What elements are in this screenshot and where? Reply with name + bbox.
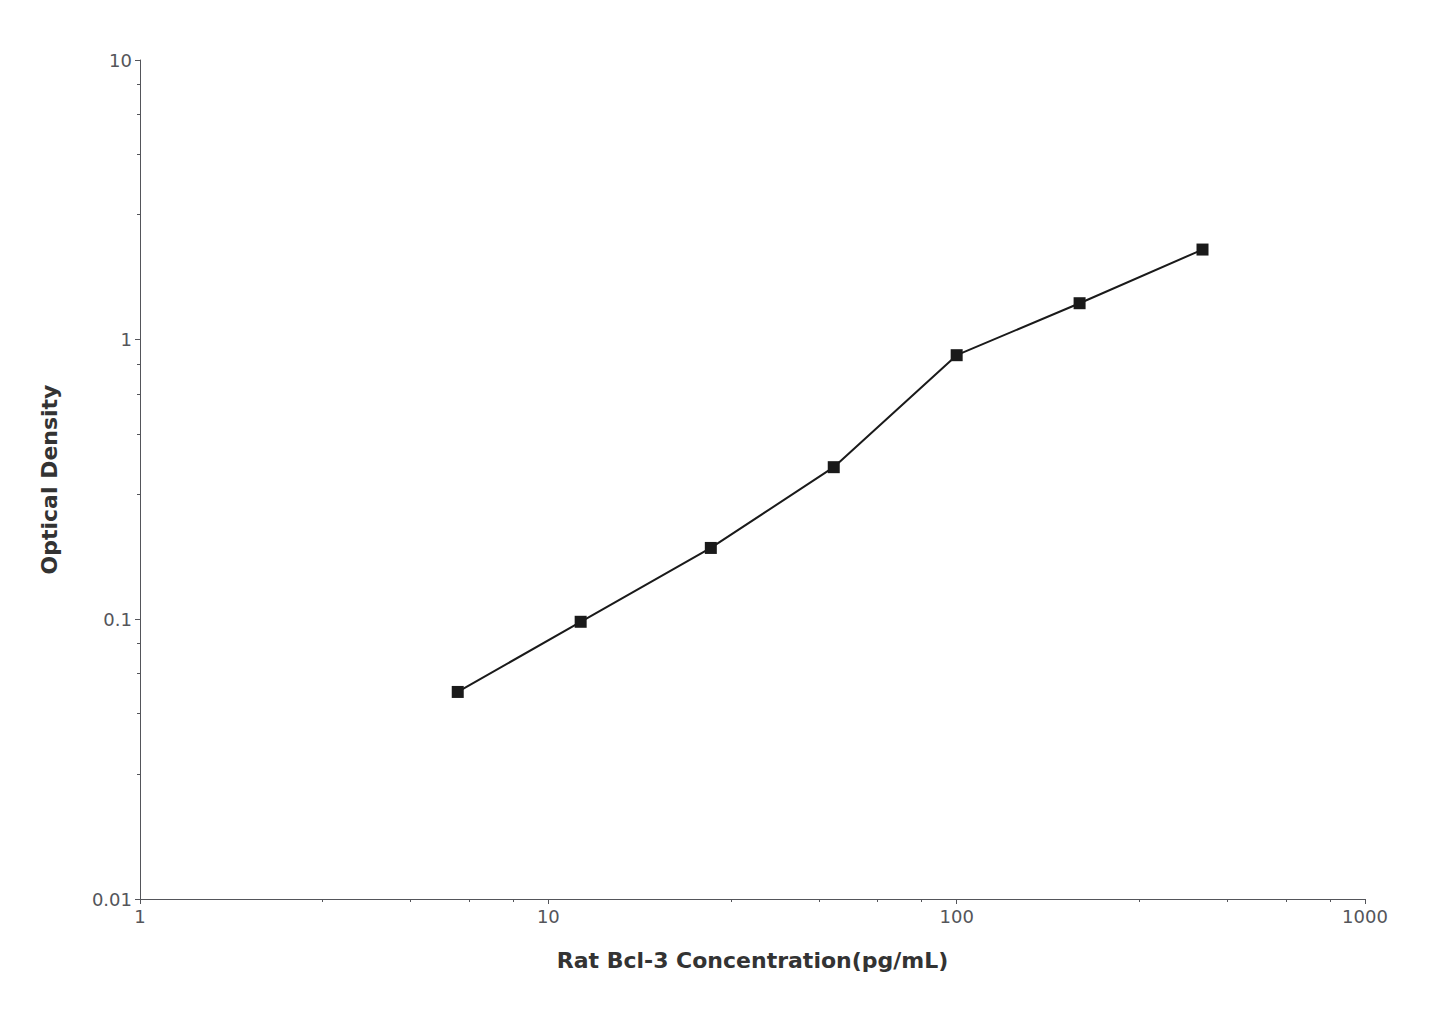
svg-text:Optical Density: Optical Density bbox=[37, 385, 62, 575]
svg-text:Rat Bcl-3 Concentration(pg/mL): Rat Bcl-3 Concentration(pg/mL) bbox=[557, 948, 949, 973]
svg-text:1000: 1000 bbox=[1342, 906, 1388, 927]
svg-text:1: 1 bbox=[121, 329, 132, 350]
svg-text:10: 10 bbox=[109, 50, 132, 71]
svg-text:10: 10 bbox=[537, 906, 560, 927]
svg-text:1: 1 bbox=[134, 906, 145, 927]
svg-text:0.01: 0.01 bbox=[92, 889, 132, 910]
svg-text:0.1: 0.1 bbox=[103, 609, 132, 630]
svg-text:100: 100 bbox=[939, 906, 973, 927]
